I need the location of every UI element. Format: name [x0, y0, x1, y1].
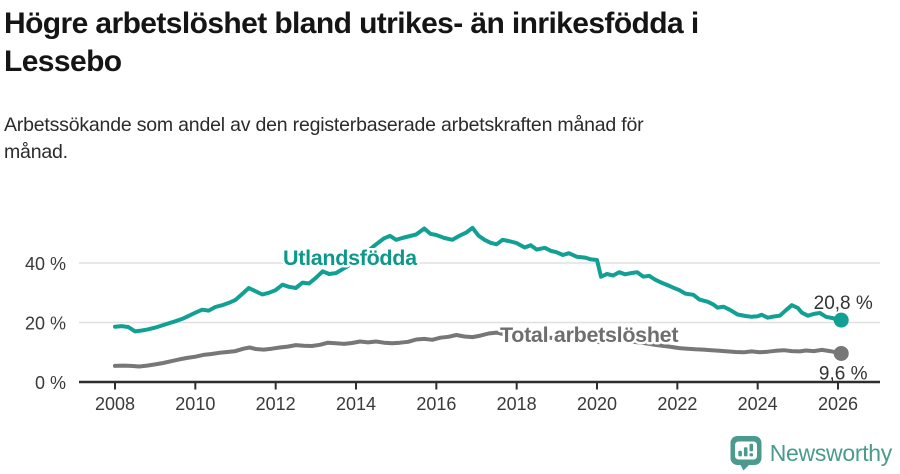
- svg-text:2022: 2022: [657, 394, 697, 414]
- svg-text:9,6 %: 9,6 %: [819, 363, 868, 384]
- newsworthy-logo: Newsworthy: [729, 435, 892, 471]
- svg-text:2008: 2008: [95, 394, 135, 414]
- page-subtitle: Arbetssökande som andel av den registerb…: [4, 114, 644, 163]
- bar-chart-speech-bubble-icon: [730, 436, 762, 471]
- svg-text:2024: 2024: [738, 394, 778, 414]
- svg-text:Utlandsfödda: Utlandsfödda: [283, 246, 418, 270]
- svg-text:2020: 2020: [577, 394, 617, 414]
- svg-text:2014: 2014: [336, 394, 376, 414]
- svg-text:Total arbetslöshet: Total arbetslöshet: [500, 323, 678, 347]
- page-title: Högre arbetslöshet bland utrikes- än inr…: [4, 7, 699, 78]
- svg-text:2016: 2016: [416, 394, 456, 414]
- svg-text:40 %: 40 %: [25, 254, 66, 274]
- svg-text:2026: 2026: [818, 394, 858, 414]
- newsworthy-wordmark: Newsworthy: [769, 439, 893, 466]
- svg-text:2018: 2018: [497, 394, 537, 414]
- svg-text:2010: 2010: [175, 394, 215, 414]
- svg-text:0 %: 0 %: [35, 373, 66, 393]
- unemployment-line-chart: 2008 2010 2012 2014 2016 2018 2020 2022 2024 2026…: [25, 225, 880, 414]
- svg-text:2012: 2012: [256, 394, 296, 414]
- svg-text:20 %: 20 %: [25, 314, 66, 334]
- svg-text:20,8 %: 20,8 %: [814, 293, 873, 314]
